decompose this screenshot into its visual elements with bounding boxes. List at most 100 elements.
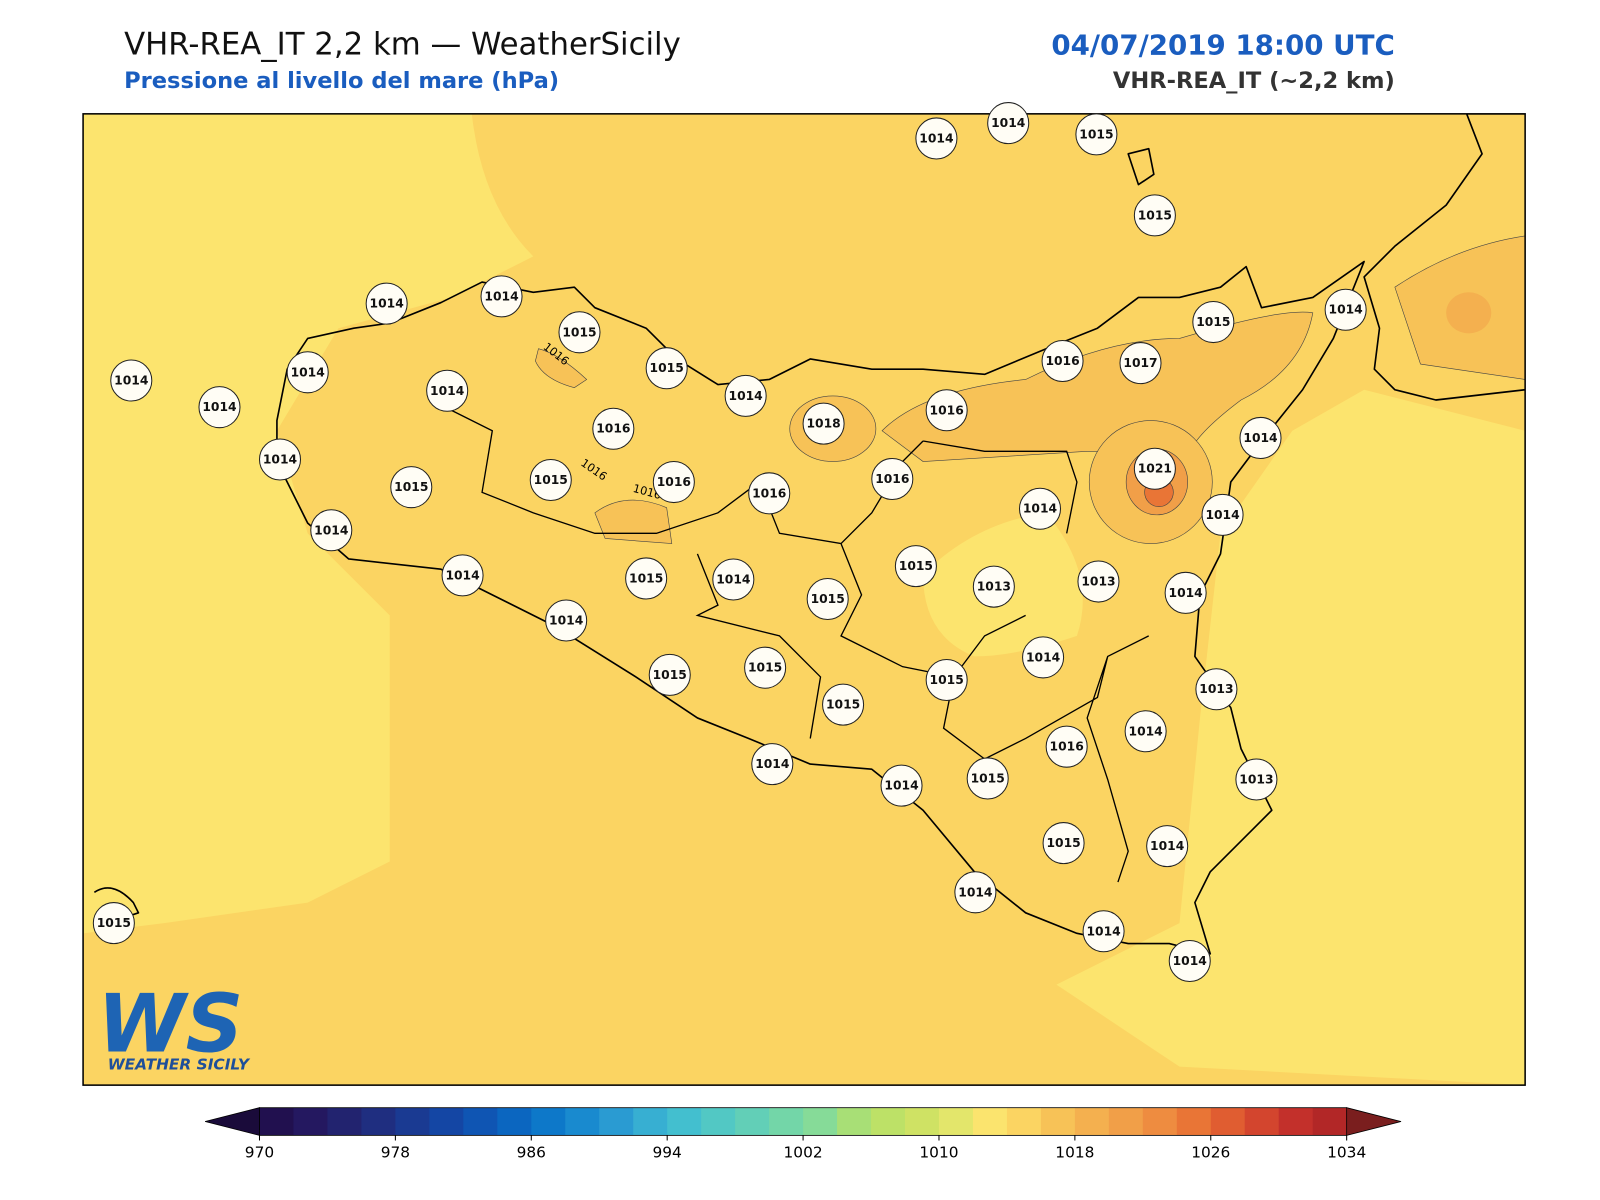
field-low-west — [83, 113, 534, 934]
station-marker — [310, 509, 353, 552]
station: 1015 — [558, 311, 601, 354]
colorbar: 970 978 986 994 1002 1010 1018 1026 1034 — [205, 1107, 1402, 1161]
station-marker — [925, 658, 968, 702]
station: 1016 — [652, 461, 695, 504]
station-marker — [1075, 113, 1118, 156]
colorbar-segment — [1312, 1107, 1348, 1136]
station-marker — [987, 102, 1030, 145]
colorbar-segment — [972, 1107, 1008, 1136]
colorbar-segment — [1142, 1107, 1178, 1136]
station-marker — [529, 458, 572, 502]
station-marker — [748, 472, 791, 515]
station-value: 1015 — [971, 771, 1005, 785]
station: 1014 — [1146, 825, 1189, 868]
colorbar-segment — [871, 1107, 906, 1136]
station-value: 1014 — [1150, 839, 1184, 853]
station-value: 1016 — [875, 472, 909, 486]
station: 1013 — [972, 565, 1015, 608]
station-value: 1014 — [291, 365, 325, 379]
colorbar-segment — [327, 1107, 362, 1136]
title: VHR-REA_IT 2,2 km — WeatherSicily — [124, 26, 681, 62]
station: 1015 — [822, 683, 865, 726]
station-value: 1014 — [958, 885, 992, 899]
station: 1014 — [1164, 571, 1207, 614]
station: 1015 — [1133, 194, 1176, 237]
station-value: 1014 — [1173, 954, 1207, 968]
station-marker — [712, 558, 755, 601]
station-marker — [652, 461, 695, 504]
colorbar-tick-label: 986 — [517, 1143, 546, 1161]
station: 1013 — [1077, 560, 1120, 603]
station-marker — [1133, 194, 1176, 237]
station-marker — [1168, 940, 1211, 983]
colorbar-tick-label: 1010 — [919, 1143, 958, 1161]
station-value: 1016 — [596, 422, 630, 436]
station-marker — [258, 438, 302, 481]
colorbar-segment — [1278, 1107, 1314, 1136]
station-value: 1014 — [1023, 502, 1057, 516]
station-value: 1014 — [1243, 431, 1277, 445]
station-marker — [1146, 825, 1189, 868]
colorbar-tick-label: 1034 — [1327, 1143, 1366, 1161]
station-value: 1015 — [650, 361, 684, 375]
station-value: 1015 — [899, 559, 933, 573]
station-value: 1013 — [1199, 682, 1233, 696]
field-high-patch — [594, 499, 673, 544]
station-value: 1014 — [114, 374, 148, 388]
station: 1015 — [925, 658, 968, 702]
station: 1014 — [1022, 636, 1065, 679]
colorbar-segment — [1006, 1107, 1042, 1136]
station-marker — [1192, 301, 1235, 344]
station: 1015 — [625, 557, 668, 600]
station: 1014 — [198, 386, 241, 429]
field-high-nebrodi — [881, 311, 1314, 462]
colorbar-segment — [905, 1107, 940, 1136]
station: 1014 — [1124, 710, 1167, 753]
station-value: 1015 — [653, 668, 687, 682]
station: 1017 — [1119, 342, 1162, 385]
station-marker — [954, 871, 997, 914]
station: 1018 — [802, 402, 845, 445]
colorbar-segment — [531, 1107, 566, 1136]
station: 1015 — [1075, 113, 1118, 156]
station: 1013 — [1235, 758, 1278, 801]
station-value: 1013 — [1239, 772, 1273, 786]
station-marker — [1235, 758, 1278, 801]
datetime: 04/07/2019 18:00 UTC — [1051, 28, 1394, 61]
colorbar-segment — [938, 1107, 974, 1136]
station-marker — [1124, 710, 1167, 753]
station-marker — [92, 902, 135, 945]
station-marker — [880, 764, 923, 807]
subtitle: Pressione al livello del mare (hPa) — [124, 68, 559, 94]
station-marker — [915, 117, 958, 160]
colorbar-segment — [1108, 1107, 1144, 1136]
station-value: 1013 — [977, 580, 1011, 594]
station-value: 1016 — [752, 486, 786, 500]
station-value: 1015 — [930, 673, 964, 687]
station: 1014 — [286, 351, 329, 394]
colorbar-segment — [803, 1107, 838, 1136]
station-marker — [545, 599, 588, 642]
colorbar-segment — [259, 1107, 294, 1136]
station-value: 1016 — [930, 403, 964, 417]
coastline-island — [1127, 147, 1155, 186]
map-frame — [82, 113, 1526, 1086]
colorbar-segment — [769, 1107, 804, 1136]
station-marker — [1077, 560, 1120, 603]
colorbar-under — [205, 1107, 260, 1136]
logo: WS WEATHER SICILY — [97, 977, 250, 1073]
station-value: 1015 — [826, 698, 860, 712]
station-value: 1014 — [549, 614, 583, 628]
station-value: 1015 — [1079, 127, 1113, 141]
colorbar-segment — [1176, 1107, 1212, 1136]
station-marker — [1195, 668, 1238, 711]
station-marker — [645, 347, 688, 390]
station-value: 1014 — [445, 568, 479, 582]
station-value: 1016 — [1050, 740, 1084, 754]
station: 1015 — [529, 458, 572, 502]
field-low-east — [1056, 389, 1526, 1086]
station-value: 1014 — [1205, 508, 1239, 522]
station: 1014 — [880, 764, 923, 807]
station: 1014 — [545, 599, 588, 642]
station: 1015 — [390, 466, 433, 509]
